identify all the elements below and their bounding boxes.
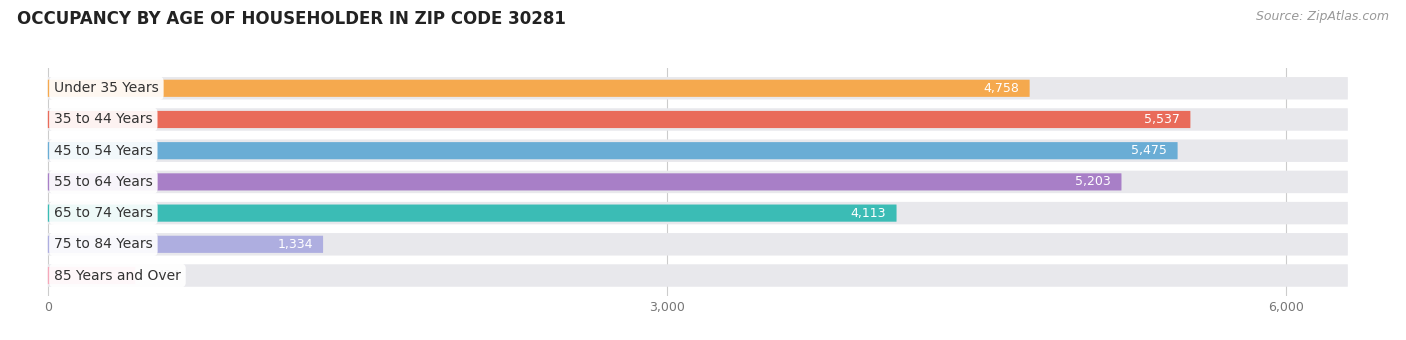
FancyBboxPatch shape [48,171,1348,193]
Text: 85 Years and Over: 85 Years and Over [53,269,181,283]
Text: 1,334: 1,334 [277,238,312,251]
Text: 5,475: 5,475 [1132,144,1167,157]
FancyBboxPatch shape [48,233,1348,256]
Text: 5,537: 5,537 [1144,113,1180,126]
Text: 35 to 44 Years: 35 to 44 Years [53,113,153,126]
FancyBboxPatch shape [48,80,1029,97]
Text: 424: 424 [156,269,180,282]
Text: 45 to 54 Years: 45 to 54 Years [53,144,153,158]
FancyBboxPatch shape [48,139,1348,162]
FancyBboxPatch shape [48,173,1122,190]
Text: 65 to 74 Years: 65 to 74 Years [53,206,153,220]
FancyBboxPatch shape [48,202,1348,224]
FancyBboxPatch shape [48,264,1348,287]
FancyBboxPatch shape [48,77,1348,100]
Text: Under 35 Years: Under 35 Years [53,81,159,95]
FancyBboxPatch shape [48,142,1178,159]
Text: 5,203: 5,203 [1076,175,1111,188]
FancyBboxPatch shape [48,108,1348,131]
Text: OCCUPANCY BY AGE OF HOUSEHOLDER IN ZIP CODE 30281: OCCUPANCY BY AGE OF HOUSEHOLDER IN ZIP C… [17,10,565,28]
Text: 4,113: 4,113 [851,207,886,220]
Text: Source: ZipAtlas.com: Source: ZipAtlas.com [1256,10,1389,23]
FancyBboxPatch shape [48,205,897,222]
FancyBboxPatch shape [48,236,323,253]
Text: 75 to 84 Years: 75 to 84 Years [53,237,153,251]
Text: 4,758: 4,758 [983,82,1019,95]
FancyBboxPatch shape [48,111,1191,128]
Text: 55 to 64 Years: 55 to 64 Years [53,175,153,189]
FancyBboxPatch shape [48,267,135,284]
